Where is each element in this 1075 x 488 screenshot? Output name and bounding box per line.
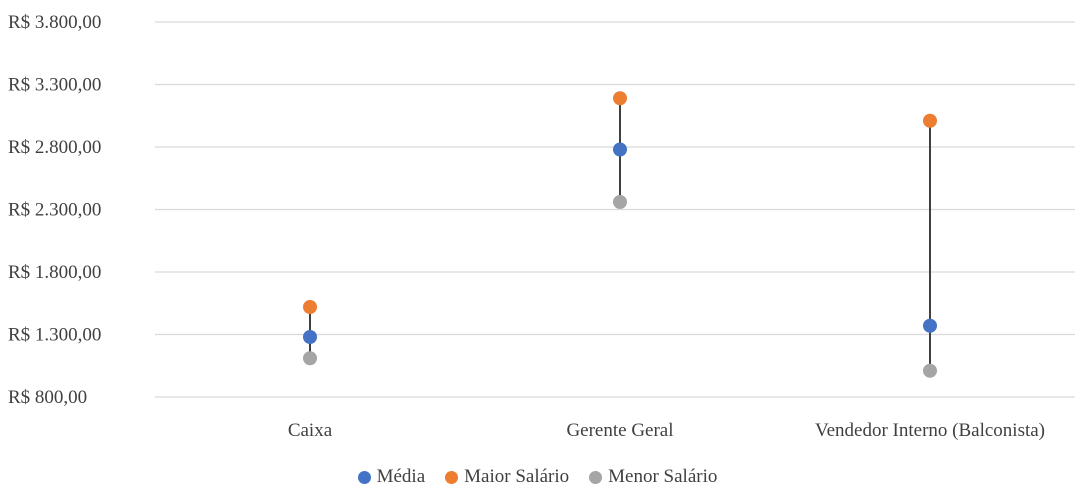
- x-category-label: Caixa: [288, 420, 333, 441]
- y-tick-label: R$ 800,00: [8, 387, 87, 408]
- y-tick-label: R$ 3.800,00: [8, 12, 101, 33]
- x-category-label: Gerente Geral: [566, 420, 673, 441]
- salary-chart: R$ 3.800,00 R$ 3.300,00 R$ 2.800,00 R$ 2.30…: [8, 12, 1075, 441]
- legend-label: Média: [376, 466, 426, 487]
- range-lines: [309, 98, 931, 371]
- y-tick-label: R$ 3.300,00: [8, 75, 101, 96]
- y-tick-label: R$ 1.800,00: [8, 262, 101, 283]
- data-point: [303, 351, 317, 366]
- x-axis-category-labels: Caixa Gerente Geral Vendedor Interno (Balc…: [288, 420, 1045, 441]
- data-point: [923, 318, 937, 333]
- y-tick-label: R$ 2.800,00: [8, 137, 101, 158]
- legend: Média Maior Salário Menor Salário: [0, 466, 1075, 488]
- legend-label: Menor Salário: [608, 466, 718, 487]
- data-point: [923, 363, 937, 378]
- legend-label: Maior Salário: [464, 466, 570, 487]
- data-point: [613, 142, 627, 157]
- legend-marker: [357, 470, 371, 484]
- legend-item: Menor Salário: [589, 466, 717, 488]
- y-axis-tick-labels: R$ 3.800,00 R$ 3.300,00 R$ 2.800,00 R$ 2.30…: [8, 12, 101, 408]
- y-tick-label: R$ 1.300,00: [8, 325, 101, 346]
- data-point: [613, 195, 627, 209]
- gridlines: [155, 21, 1075, 398]
- data-point: [303, 330, 317, 344]
- legend-marker: [589, 470, 603, 484]
- legend-item: Maior Salário: [445, 466, 569, 488]
- y-tick-label: R$ 2.300,00: [8, 200, 101, 221]
- x-category-label: Vendedor Interno (Balconista): [815, 420, 1045, 441]
- data-point: [303, 300, 317, 314]
- data-point: [613, 91, 627, 106]
- data-point: [923, 113, 937, 128]
- legend-marker: [445, 470, 459, 484]
- data-points: [303, 91, 937, 378]
- legend-item: Média: [357, 466, 426, 488]
